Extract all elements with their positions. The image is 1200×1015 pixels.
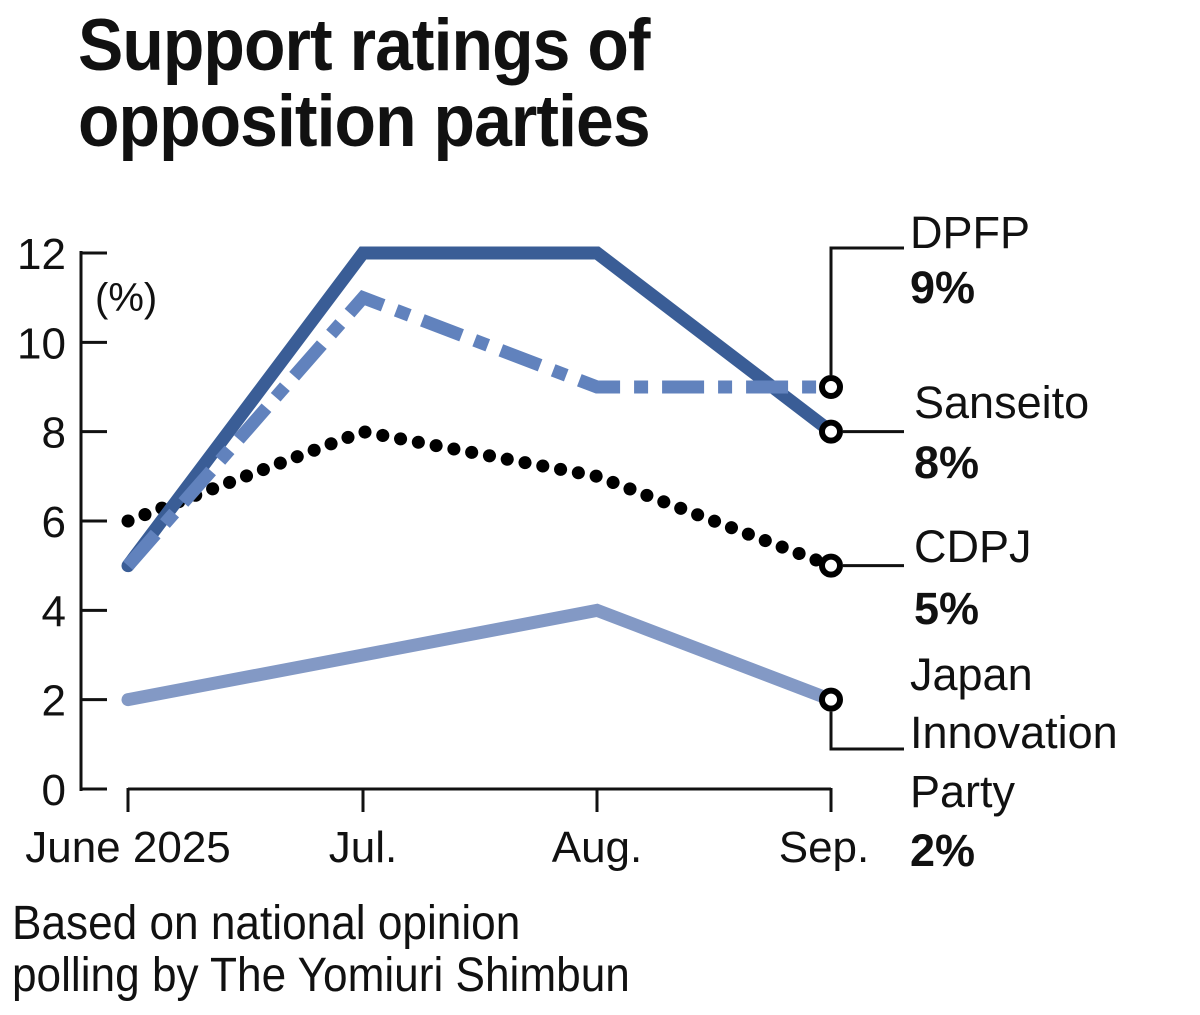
source-note-line-2: polling by The Yomiuri Shimbun bbox=[12, 949, 630, 1002]
end-marker bbox=[819, 419, 843, 444]
y-tick-label: 0 bbox=[42, 766, 66, 815]
series-lines bbox=[121, 246, 838, 707]
series-line-dpfp bbox=[123, 289, 831, 570]
legend-label-sanseito: Sanseito bbox=[914, 377, 1089, 428]
unit-label: (%) bbox=[95, 276, 157, 320]
legend-label-dpfp: DPFP bbox=[910, 207, 1030, 258]
series-line-cdpj bbox=[121, 424, 838, 573]
leader-line bbox=[829, 246, 904, 375]
x-tick-label: Aug. bbox=[552, 823, 643, 872]
y-tick-label: 2 bbox=[42, 677, 66, 726]
end-marker bbox=[819, 553, 843, 578]
chart-title-line-1: Support ratings of bbox=[78, 5, 651, 86]
y-tick-label: 10 bbox=[17, 319, 66, 368]
legend-value-dpfp: 9% bbox=[910, 262, 975, 313]
legend-value-jip: 2% bbox=[910, 825, 975, 876]
x-tick-label: Jul. bbox=[329, 823, 397, 872]
axes: 0 2 4 6 8 10 12 (%) June 2025 Jul. Aug. Sep. bbox=[17, 230, 869, 872]
legend-label-jip-line-1: Japan bbox=[910, 649, 1033, 700]
chart-title: Support ratings of opposition parties bbox=[78, 5, 651, 162]
legend-label-jip-line-3: Party bbox=[910, 766, 1016, 817]
source-note: Based on national opinion polling by The… bbox=[12, 898, 630, 1002]
y-tick-label: 4 bbox=[42, 587, 66, 636]
end-marker bbox=[819, 687, 843, 712]
legend-label-cdpj: CDPJ bbox=[914, 521, 1032, 572]
end-marker bbox=[819, 375, 843, 399]
source-note-line-1: Based on national opinion bbox=[12, 897, 521, 950]
series-line-sanseito bbox=[121, 246, 838, 573]
legend-label-jip-line-2: Innovation bbox=[910, 707, 1118, 758]
leader-line bbox=[829, 711, 904, 751]
series-line-japan-innovation-party bbox=[121, 603, 838, 707]
legend-value-sanseito: 8% bbox=[914, 437, 979, 488]
x-tick-label: Sep. bbox=[779, 823, 870, 872]
chart-title-line-2: opposition parties bbox=[78, 81, 651, 162]
x-tick-label: June 2025 bbox=[25, 823, 231, 872]
y-tick-label: 6 bbox=[42, 498, 66, 547]
legend-value-cdpj: 5% bbox=[914, 583, 979, 634]
y-tick-label: 12 bbox=[17, 230, 66, 279]
y-tick-label: 8 bbox=[42, 409, 66, 458]
